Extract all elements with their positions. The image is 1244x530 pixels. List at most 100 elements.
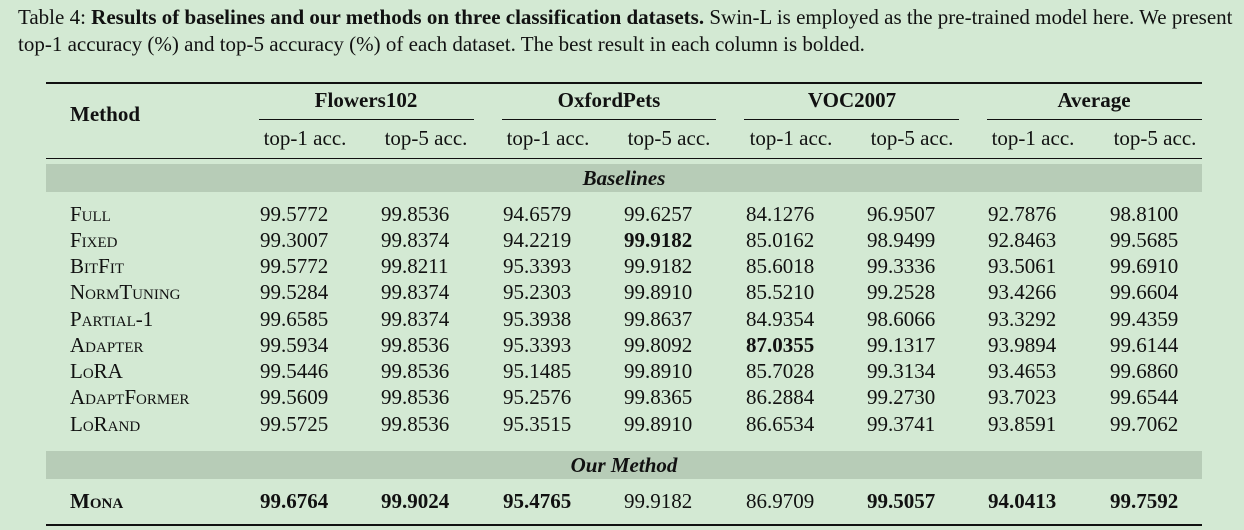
- table-cell: 99.3007: [260, 228, 329, 252]
- table-cell: 85.5210: [746, 280, 815, 304]
- table-cell: 99.6257: [624, 202, 693, 226]
- table-cell: 85.7028: [746, 359, 815, 383]
- table-cell: 99.8910: [624, 412, 693, 436]
- table-cell: 99.6764: [260, 489, 329, 513]
- table-cell: 99.7062: [1110, 412, 1179, 436]
- ours-row-method: Mona: [70, 489, 124, 513]
- column-subheader: top-1 acc.: [263, 126, 347, 150]
- table-cell: 99.8536: [381, 359, 450, 383]
- table-row-method: Partial-1: [70, 307, 154, 331]
- table-cell: 99.8910: [624, 280, 693, 304]
- table-cell: 99.5057: [867, 489, 936, 513]
- top-rule: [46, 82, 1202, 84]
- table-cell: 99.9182: [624, 228, 693, 252]
- table-cell: 99.9182: [624, 489, 693, 513]
- table-cell: 99.5609: [260, 385, 329, 409]
- group-header-average: Average: [1057, 88, 1131, 112]
- group-header-oxfordpets: OxfordPets: [557, 88, 661, 112]
- table-row-method: AdaptFormer: [70, 385, 190, 409]
- table-row-method: Full: [70, 202, 111, 226]
- table-cell: 93.9894: [988, 333, 1057, 357]
- table-cell: 99.8536: [381, 333, 450, 357]
- table-cell: 99.3336: [867, 254, 936, 278]
- bottom-rule: [46, 524, 1202, 526]
- table-cell: 99.5446: [260, 359, 329, 383]
- table-cell: 99.5284: [260, 280, 329, 304]
- table-cell: 93.4266: [988, 280, 1057, 304]
- column-subheader: top-1 acc.: [506, 126, 590, 150]
- table-cell: 99.8910: [624, 359, 693, 383]
- table-cell: 85.6018: [746, 254, 815, 278]
- section-ours: Our Method: [46, 451, 1202, 479]
- table-cell: 99.8092: [624, 333, 693, 357]
- table-cell: 85.0162: [746, 228, 815, 252]
- table-cell: 99.8374: [381, 280, 450, 304]
- table-cell: 99.6910: [1110, 254, 1179, 278]
- table-cell: 99.6860: [1110, 359, 1179, 383]
- table-cell: 99.6585: [260, 307, 329, 331]
- table-cell: 99.5685: [1110, 228, 1179, 252]
- table-cell: 99.3134: [867, 359, 936, 383]
- table-cell: 99.6544: [1110, 385, 1179, 409]
- table-cell: 86.2884: [746, 385, 815, 409]
- group-header-flowers102: Flowers102: [314, 88, 418, 112]
- column-subheader: top-1 acc.: [749, 126, 833, 150]
- method-header: Method: [70, 102, 140, 126]
- group-header-voc2007: VOC2007: [807, 88, 897, 112]
- table-cell: 99.8536: [381, 202, 450, 226]
- table-cell: 95.3393: [503, 333, 572, 357]
- header-rule: [46, 158, 1202, 159]
- section-baselines-label: Baselines: [582, 166, 666, 190]
- table-cell: 99.9024: [381, 489, 450, 513]
- table-caption: Table 4: Results of baselines and our me…: [18, 4, 1233, 58]
- table-cell: 92.7876: [988, 202, 1057, 226]
- column-subheader: top-5 acc.: [1113, 126, 1197, 150]
- table-cell: 95.4765: [503, 489, 572, 513]
- group-rule: [987, 119, 1202, 120]
- caption-title: Results of baselines and our methods on …: [91, 5, 705, 29]
- table-cell: 99.5725: [260, 412, 329, 436]
- table-cell: 99.2730: [867, 385, 936, 409]
- table-cell: 99.5772: [260, 254, 329, 278]
- table-cell: 94.2219: [503, 228, 572, 252]
- table-cell: 93.7023: [988, 385, 1057, 409]
- table-cell: 99.8637: [624, 307, 693, 331]
- table-cell: 99.8536: [381, 412, 450, 436]
- table-cell: 93.5061: [988, 254, 1057, 278]
- column-subheader: top-5 acc.: [870, 126, 954, 150]
- table-cell: 99.9182: [624, 254, 693, 278]
- table-cell: 99.3741: [867, 412, 936, 436]
- table-cell: 99.8365: [624, 385, 693, 409]
- table-cell: 93.4653: [988, 359, 1057, 383]
- group-rule: [744, 119, 959, 120]
- table-cell: 84.1276: [746, 202, 815, 226]
- table-cell: 93.8591: [988, 412, 1057, 436]
- table-cell: 99.6144: [1110, 333, 1179, 357]
- table-cell: 86.9709: [746, 489, 815, 513]
- table-cell: 99.8211: [381, 254, 449, 278]
- table-cell: 98.8100: [1110, 202, 1179, 226]
- table-cell: 84.9354: [746, 307, 815, 331]
- group-rule: [259, 119, 474, 120]
- table-cell: 95.2576: [503, 385, 572, 409]
- table-cell: 99.1317: [867, 333, 936, 357]
- table-cell: 98.6066: [867, 307, 936, 331]
- table-row-method: NormTuning: [70, 280, 181, 304]
- table-cell: 99.5772: [260, 202, 329, 226]
- table-cell: 95.3515: [503, 412, 572, 436]
- table-cell: 92.8463: [988, 228, 1057, 252]
- table-row-method: LoRA: [70, 359, 123, 383]
- table-cell: 87.0355: [746, 333, 815, 357]
- column-subheader: top-5 acc.: [627, 126, 711, 150]
- table-cell: 94.0413: [988, 489, 1057, 513]
- table-cell: 95.2303: [503, 280, 572, 304]
- table-cell: 96.9507: [867, 202, 936, 226]
- group-rule: [502, 119, 716, 120]
- table-cell: 99.8374: [381, 307, 450, 331]
- table-cell: 99.8536: [381, 385, 450, 409]
- table-cell: 99.6604: [1110, 280, 1179, 304]
- table-cell: 86.6534: [746, 412, 815, 436]
- section-ours-label: Our Method: [570, 453, 678, 477]
- table-cell: 94.6579: [503, 202, 572, 226]
- table-cell: 95.1485: [503, 359, 572, 383]
